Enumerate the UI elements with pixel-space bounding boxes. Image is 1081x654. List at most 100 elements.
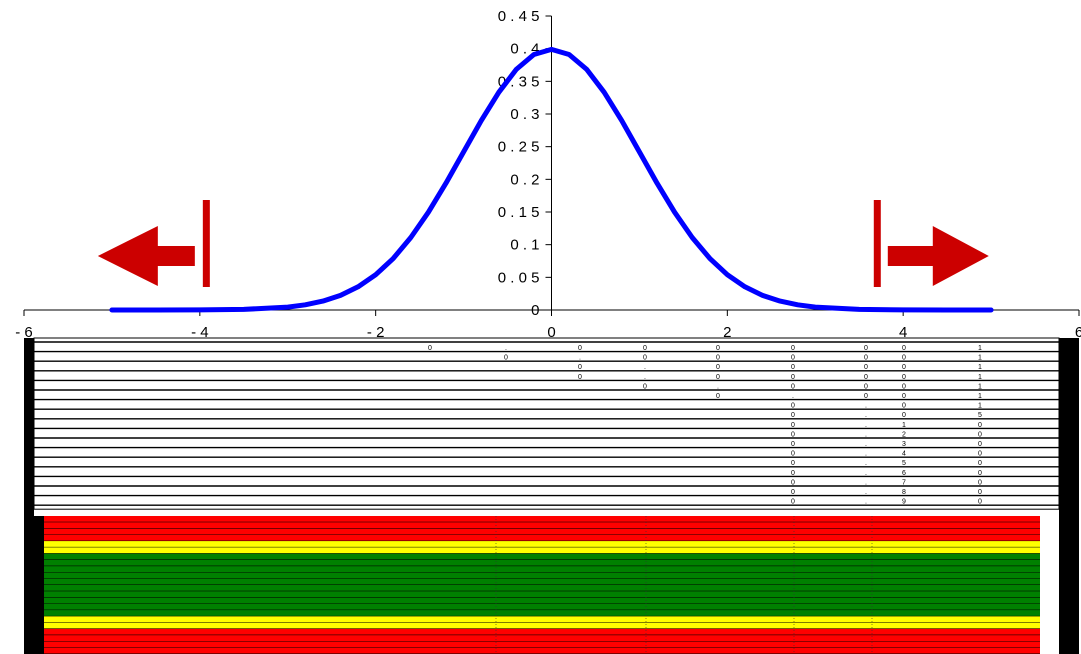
table-cell: 0 xyxy=(864,383,868,390)
table-cell: 0 xyxy=(716,364,720,371)
table-cell: 0 xyxy=(902,355,906,362)
table-cell: . xyxy=(644,364,646,371)
table-cell: 0 xyxy=(791,345,795,352)
color-band-stripe xyxy=(44,628,1040,636)
table-cell: 0 xyxy=(978,479,982,486)
table-cell: 1 xyxy=(978,364,982,371)
table-cell: . xyxy=(865,489,867,496)
color-band-stripe xyxy=(44,534,1040,542)
table-cell: 0 xyxy=(902,393,906,400)
color-band-stripe xyxy=(44,647,1040,654)
color-band-stripe xyxy=(44,547,1040,554)
y-tick-label: 0 xyxy=(531,302,539,319)
table-cell: 0 xyxy=(978,489,982,496)
table-cell: 0 xyxy=(791,374,795,381)
left-tail-arrow xyxy=(97,226,195,286)
color-band-stripe xyxy=(44,566,1040,573)
x-tick-label: - 4 xyxy=(191,324,209,341)
color-band-stripe xyxy=(44,641,1040,648)
table-frame xyxy=(33,337,1060,510)
x-tick-label: - 6 xyxy=(15,324,33,341)
table-cell: 0 xyxy=(864,374,868,381)
y-axis-ticks: 0 0 . 0 5 0 . 1 0 . 1 5 0 . 2 0 . 2 5 0 . 3 0 .… xyxy=(498,8,552,319)
table-cell: 0 xyxy=(791,479,795,486)
y-tick-label: 0 . 4 5 xyxy=(498,8,540,25)
table-cell: 0 xyxy=(791,431,795,438)
table-cell: 0 xyxy=(791,355,795,362)
y-tick-label: 0 . 1 5 xyxy=(498,204,540,221)
table-cell: 0 xyxy=(978,422,982,429)
table-cell: 0 xyxy=(791,441,795,448)
y-tick-label: 0 . 1 xyxy=(510,237,539,254)
right-cutoff-bar xyxy=(873,200,881,287)
table-cell: . xyxy=(792,393,794,400)
table-cell: 1 xyxy=(978,355,982,362)
table-cell: 0 xyxy=(643,345,647,352)
table-cell: 0 xyxy=(978,431,982,438)
table-cell: 0 xyxy=(902,403,906,410)
table-cell: 0 xyxy=(791,470,795,477)
table-cell: 0 xyxy=(791,383,795,390)
table-cell: 9 xyxy=(902,499,906,506)
table-cell: 1 xyxy=(978,403,982,410)
table-cell: . xyxy=(865,422,867,429)
left-cutoff-bar xyxy=(202,200,210,287)
table-cell: . xyxy=(865,499,867,506)
table-cell: . xyxy=(579,355,581,362)
x-axis-ticks: - 6 - 4 - 2 0 2 4 6 xyxy=(15,310,1081,341)
table-cell: 2 xyxy=(902,431,906,438)
table-cell: 7 xyxy=(902,479,906,486)
right-tail-arrow xyxy=(887,226,989,286)
color-band-stripe xyxy=(44,572,1040,579)
table-cell: 0 xyxy=(791,403,795,410)
table-cell: 0 xyxy=(716,374,720,381)
table-cell: 0 xyxy=(578,364,582,371)
table-cell: 1 xyxy=(978,383,982,390)
color-band-stripe xyxy=(44,585,1040,592)
table-cell: 0 xyxy=(978,451,982,458)
right-border xyxy=(1059,338,1079,654)
table-cell: 5 xyxy=(978,412,982,419)
table-cell: 0 xyxy=(716,355,720,362)
table-cell: 4 xyxy=(902,451,906,458)
color-band-stripe xyxy=(44,559,1040,567)
x-tick-label: - 2 xyxy=(367,324,385,341)
y-tick-label: 0 . 3 xyxy=(510,106,539,123)
color-band-stripe xyxy=(44,516,1040,523)
table-cell: 0 xyxy=(978,499,982,506)
table-cell: . xyxy=(865,412,867,419)
y-tick-label: 0 . 2 5 xyxy=(498,139,540,156)
y-tick-label: 0 . 0 5 xyxy=(498,269,540,286)
table-cell: 3 xyxy=(902,441,906,448)
series-line-0 xyxy=(109,46,994,313)
table-cell: 0 xyxy=(504,355,508,362)
color-band-stripe xyxy=(44,616,1040,623)
color-band-stripe xyxy=(44,541,1040,548)
color-band-stripe xyxy=(44,635,1040,642)
table-cell: 6 xyxy=(902,470,906,477)
table-cell: . xyxy=(644,374,646,381)
table-cell: 0 xyxy=(978,460,982,467)
table-cell: 0 xyxy=(716,393,720,400)
table-cell: 5 xyxy=(902,460,906,467)
table-cell: 1 xyxy=(902,422,906,429)
table-cell: 0 xyxy=(902,383,906,390)
table-cell: 0 xyxy=(791,499,795,506)
table-cell: 0 xyxy=(791,412,795,419)
table-cell: 1 xyxy=(978,393,982,400)
table-cell: 0 xyxy=(791,489,795,496)
table-cell: . xyxy=(865,451,867,458)
table-cell: . xyxy=(865,403,867,410)
table-cell: 0 xyxy=(578,374,582,381)
table-cell: . xyxy=(865,441,867,448)
color-band-stripe xyxy=(44,610,1040,617)
table-cell: 0 xyxy=(902,345,906,352)
table-cell: 0 xyxy=(791,422,795,429)
table-cell: 8 xyxy=(902,489,906,496)
x-tick-label: 0 xyxy=(547,324,555,341)
table-cell: 0 xyxy=(428,345,432,352)
table-cell: 0 xyxy=(791,460,795,467)
color-band-stripe xyxy=(44,597,1040,604)
color-band-stripe xyxy=(44,522,1040,529)
